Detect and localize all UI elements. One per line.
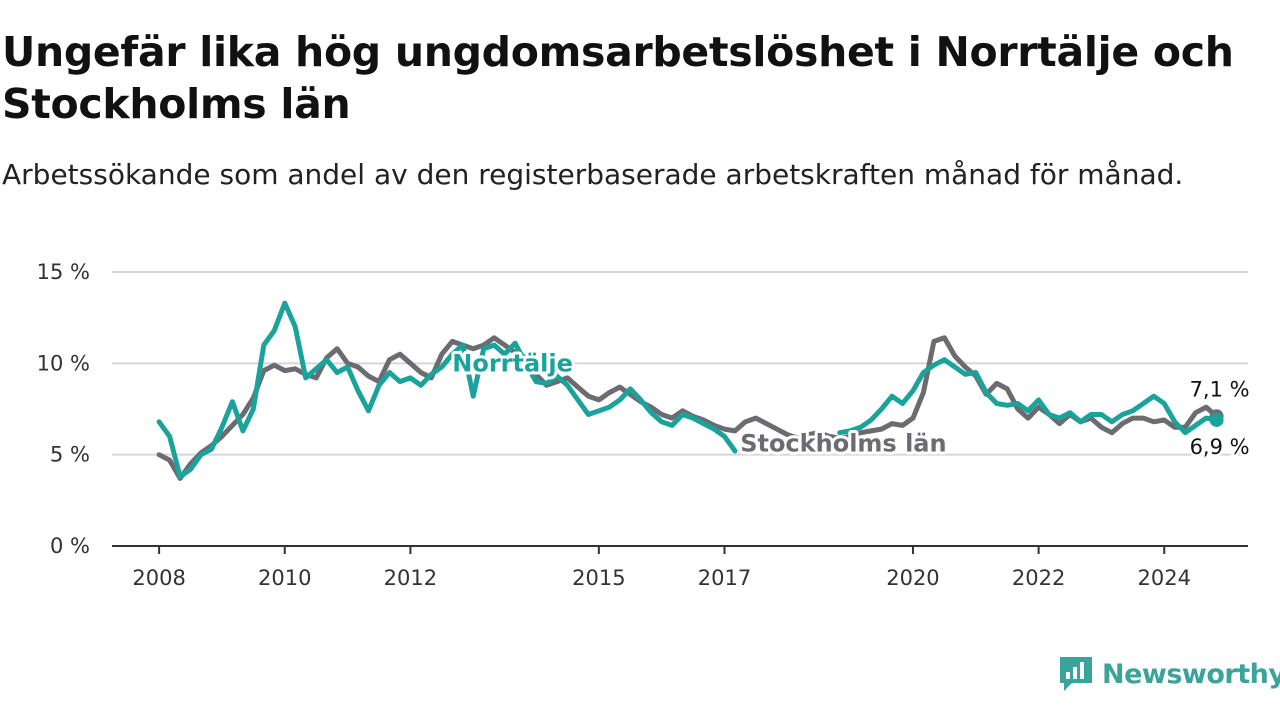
series-line-norrtälje — [156, 300, 1220, 480]
newsworthy-logo-icon — [1060, 657, 1092, 691]
series-line-stockholms-län — [156, 335, 1220, 481]
page-subtitle: Arbetssökande som andel av den registerb… — [2, 158, 1184, 191]
x-tick-label: 2010 — [258, 566, 311, 590]
y-tick-label: 15 % — [37, 260, 90, 284]
y-tick-label: 5 % — [50, 443, 90, 467]
x-tick-label: 2017 — [698, 566, 751, 590]
x-tick-label: 2020 — [886, 566, 939, 590]
x-tick-label: 2022 — [1012, 566, 1065, 590]
series-labels: Norrtälje Stockholms län 7,1 % 6,9 % — [449, 346, 1252, 461]
x-tick-label: 2024 — [1138, 566, 1191, 590]
series-end-point — [1209, 412, 1224, 427]
series-label: Stockholms län — [740, 430, 946, 458]
y-tick-label: 0 % — [50, 534, 90, 558]
y-tick-label: 10 % — [37, 351, 90, 375]
line-chart: 0 %5 %10 %15 % 2008 2010 2012 2015 2017 2020 2… — [37, 260, 1252, 590]
page-title: Ungefär lika hög ungdomsarbetslöshet i N… — [2, 28, 1234, 128]
newsworthy-logo-text: Newsworthy — [1102, 658, 1280, 690]
y-axis-ticks: 0 % 5 % 10 % 15 % — [37, 260, 90, 558]
x-axis: 2008 2010 2012 2015 2017 2020 2022 2024 — [112, 545, 1248, 590]
gridlines — [112, 271, 1248, 456]
end-value-label: 7,1 % — [1190, 377, 1250, 401]
end-value-label: 6,9 % — [1190, 435, 1250, 459]
series-label: Norrtälje — [452, 349, 573, 377]
x-tick-label: 2012 — [384, 566, 437, 590]
newsworthy-logo: Newsworthy — [1058, 654, 1280, 694]
x-tick-label: 2015 — [572, 566, 625, 590]
x-tick-label: 2008 — [132, 566, 185, 590]
series-lines — [156, 300, 1224, 481]
